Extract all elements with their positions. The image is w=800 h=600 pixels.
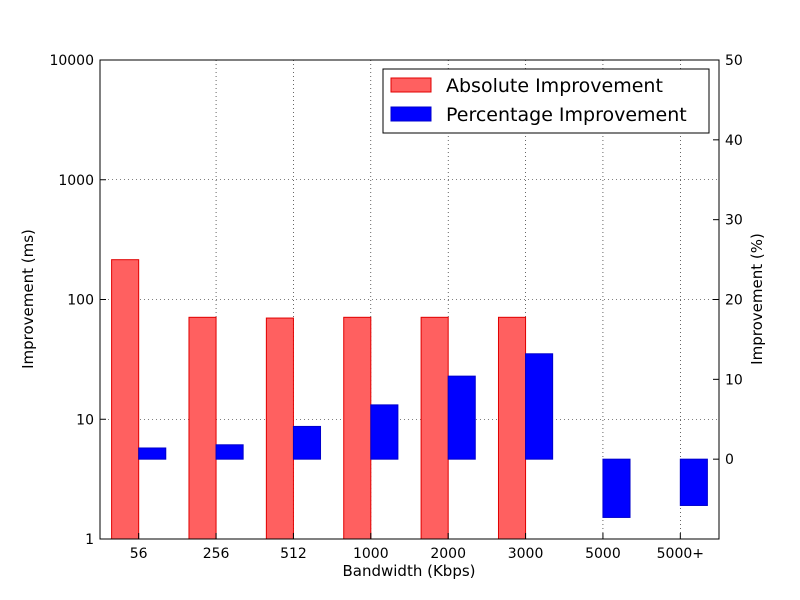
y2-tick-label: 10 [725, 372, 743, 388]
x-tick-label: 1000 [353, 546, 389, 562]
legend-box [382, 68, 710, 134]
percentage-improvement-bar [679, 458, 708, 506]
percentage-improvement-bar [525, 353, 554, 460]
x-tick-label: 256 [203, 546, 230, 562]
absolute-improvement-bar [111, 259, 140, 540]
x-tick-label: 3000 [508, 546, 544, 562]
absolute-improvement-bar [420, 316, 449, 540]
legend-swatch-absolute [390, 77, 432, 93]
x-tick-label: 5000+ [657, 546, 704, 562]
y2-tick-label: 20 [725, 293, 743, 309]
absolute-improvement-bar [188, 316, 217, 540]
y2-axis-label: Improvement (%) [748, 233, 766, 365]
y-tick-label: 1000 [58, 173, 94, 189]
legend-label-absolute: Absolute Improvement [446, 75, 663, 97]
legend: Absolute Improvement Percentage Improvem… [382, 68, 710, 134]
legend-swatch-percentage [390, 106, 432, 122]
percentage-improvement-bar [602, 458, 631, 518]
legend-label-percentage: Percentage Improvement [446, 104, 687, 126]
y-tick-label: 1 [85, 532, 94, 548]
y2-tick-label: 50 [725, 53, 743, 69]
y2-tick-label: 30 [725, 213, 743, 229]
bars-layer [111, 259, 708, 540]
x-tick-label: 56 [130, 546, 148, 562]
y2-tick-label: 40 [725, 133, 743, 149]
x-tick-label: 2000 [430, 546, 466, 562]
percentage-improvement-bar [138, 447, 167, 460]
percentage-improvement-bar [447, 375, 476, 460]
absolute-improvement-bar [497, 316, 527, 540]
absolute-improvement-bar [343, 316, 372, 540]
y2-tick-label: 0 [725, 452, 734, 468]
ticks-layer: 1 10 100 1000 10000 0 10 20 30 40 50 56 256 512 1000 20… [49, 53, 742, 562]
y-tick-label: 10000 [49, 53, 94, 69]
absolute-improvement-bar [265, 317, 294, 540]
percentage-improvement-bar [370, 404, 399, 460]
x-axis-label: Bandwidth (Kbps) [342, 562, 475, 580]
y-tick-label: 100 [67, 293, 94, 309]
x-tick-label: 512 [280, 546, 307, 562]
percentage-improvement-bar [292, 425, 322, 460]
percentage-improvement-bar [215, 444, 244, 460]
y-axis-label: Improvement (ms) [19, 229, 37, 369]
x-tick-label: 5000 [585, 546, 621, 562]
y-tick-label: 10 [76, 412, 94, 428]
